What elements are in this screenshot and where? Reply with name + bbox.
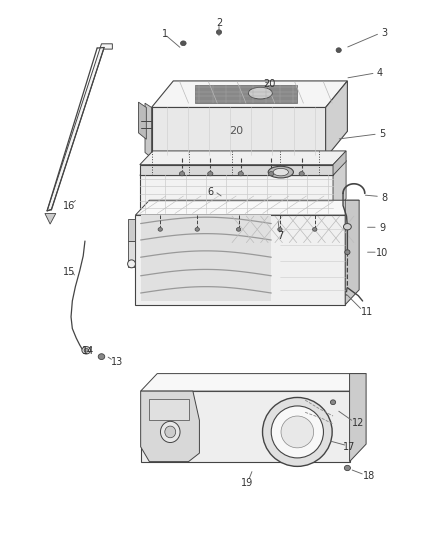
Ellipse shape bbox=[336, 48, 341, 53]
Ellipse shape bbox=[281, 416, 314, 448]
Ellipse shape bbox=[237, 228, 241, 231]
Polygon shape bbox=[345, 200, 359, 305]
Polygon shape bbox=[138, 102, 146, 139]
Polygon shape bbox=[195, 85, 297, 103]
Ellipse shape bbox=[208, 172, 213, 176]
Text: 15: 15 bbox=[63, 267, 75, 277]
Ellipse shape bbox=[278, 228, 282, 231]
Ellipse shape bbox=[299, 172, 304, 176]
Ellipse shape bbox=[343, 223, 351, 230]
Text: 6: 6 bbox=[207, 187, 213, 197]
Ellipse shape bbox=[160, 421, 180, 442]
Text: 19: 19 bbox=[241, 478, 254, 488]
Polygon shape bbox=[135, 200, 359, 215]
Text: 11: 11 bbox=[361, 306, 373, 317]
Polygon shape bbox=[141, 374, 366, 391]
Text: 2: 2 bbox=[216, 18, 222, 28]
Text: 3: 3 bbox=[381, 28, 388, 38]
Text: 14: 14 bbox=[82, 346, 95, 357]
Text: 5: 5 bbox=[379, 129, 385, 139]
Polygon shape bbox=[141, 285, 271, 301]
Ellipse shape bbox=[271, 406, 323, 458]
Polygon shape bbox=[152, 81, 347, 108]
Ellipse shape bbox=[158, 228, 162, 231]
Polygon shape bbox=[141, 232, 271, 248]
Text: 13: 13 bbox=[111, 357, 123, 367]
Polygon shape bbox=[127, 219, 135, 241]
Ellipse shape bbox=[84, 349, 88, 352]
Ellipse shape bbox=[345, 250, 350, 255]
Text: 17: 17 bbox=[343, 442, 356, 452]
Text: 9: 9 bbox=[379, 223, 385, 233]
Polygon shape bbox=[145, 103, 152, 158]
Ellipse shape bbox=[248, 87, 272, 99]
Polygon shape bbox=[141, 391, 350, 462]
Polygon shape bbox=[140, 151, 346, 165]
Polygon shape bbox=[140, 160, 346, 175]
Ellipse shape bbox=[268, 166, 293, 178]
Polygon shape bbox=[333, 160, 346, 214]
Ellipse shape bbox=[165, 426, 176, 438]
Polygon shape bbox=[325, 81, 347, 158]
Ellipse shape bbox=[180, 172, 185, 176]
Text: 1: 1 bbox=[162, 29, 168, 39]
Ellipse shape bbox=[82, 346, 91, 354]
Polygon shape bbox=[141, 215, 271, 232]
Ellipse shape bbox=[195, 228, 199, 231]
Ellipse shape bbox=[127, 260, 135, 268]
Text: 8: 8 bbox=[381, 192, 388, 203]
Text: 7: 7 bbox=[277, 231, 283, 241]
Polygon shape bbox=[152, 108, 325, 158]
Text: 18: 18 bbox=[363, 471, 375, 481]
Ellipse shape bbox=[330, 400, 336, 405]
Ellipse shape bbox=[268, 172, 274, 176]
Polygon shape bbox=[141, 266, 271, 285]
Text: 20: 20 bbox=[230, 126, 244, 136]
Polygon shape bbox=[140, 175, 333, 214]
Text: 4: 4 bbox=[377, 68, 383, 78]
Polygon shape bbox=[135, 215, 345, 305]
Ellipse shape bbox=[98, 354, 105, 360]
Ellipse shape bbox=[262, 398, 332, 466]
Polygon shape bbox=[350, 374, 366, 462]
Text: 12: 12 bbox=[352, 418, 364, 428]
Ellipse shape bbox=[180, 41, 186, 46]
Polygon shape bbox=[149, 399, 188, 420]
Polygon shape bbox=[333, 151, 346, 175]
Polygon shape bbox=[127, 241, 135, 266]
Polygon shape bbox=[141, 248, 271, 266]
Ellipse shape bbox=[238, 172, 244, 176]
Ellipse shape bbox=[313, 228, 317, 231]
Ellipse shape bbox=[273, 168, 288, 176]
Ellipse shape bbox=[344, 465, 350, 471]
Polygon shape bbox=[47, 44, 113, 211]
Text: 10: 10 bbox=[376, 248, 389, 259]
Polygon shape bbox=[141, 391, 199, 462]
Ellipse shape bbox=[216, 30, 222, 35]
Text: 20: 20 bbox=[263, 78, 275, 88]
Polygon shape bbox=[45, 214, 56, 224]
Text: 16: 16 bbox=[63, 200, 75, 211]
Polygon shape bbox=[140, 165, 333, 175]
